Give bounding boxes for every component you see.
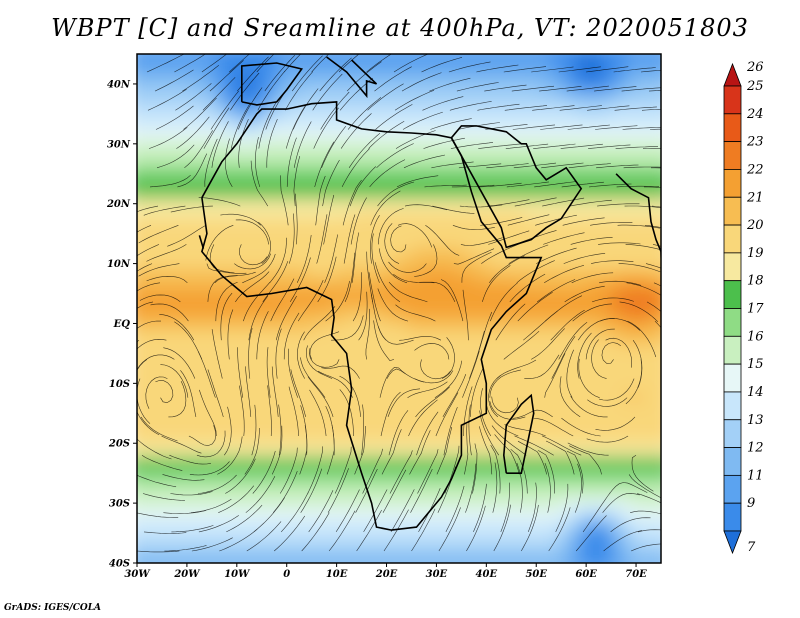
coastline-india bbox=[615, 173, 661, 264]
coastline-horn_gulf bbox=[198, 235, 205, 249]
lat-label: 10S bbox=[109, 379, 130, 390]
colorbar-label: 21 bbox=[746, 190, 764, 205]
lon-label: 60E bbox=[575, 569, 597, 580]
colorbar-swatch bbox=[723, 502, 742, 532]
colorbar-label: 17 bbox=[747, 302, 764, 317]
map-title: WBPT [C] and Sreamline at 400hPa, VT: 20… bbox=[51, 14, 749, 42]
colorbar-swatch bbox=[723, 196, 742, 226]
colorbar-label: 13 bbox=[747, 413, 764, 428]
colorbar-swatch bbox=[723, 419, 742, 448]
lat-label: 40N bbox=[107, 79, 131, 90]
wbpt-field bbox=[137, 54, 661, 563]
lon-label: 0 bbox=[283, 569, 290, 580]
lat-label: 40S bbox=[109, 559, 130, 570]
colorbar-label: 22 bbox=[746, 162, 764, 177]
lat-label: EQ bbox=[113, 319, 131, 330]
colorbar: 7 9 11 12 13 14 15 16 17 18 19 20 21 22 23 24 25 26 bbox=[723, 60, 764, 555]
lat-label: 10N bbox=[107, 259, 131, 270]
colorbar-label: 23 bbox=[746, 135, 764, 150]
colorbar-label: 15 bbox=[747, 357, 764, 372]
colorbar-swatch bbox=[723, 391, 742, 421]
coastline-iberia bbox=[241, 62, 304, 106]
colorbar-label: 11 bbox=[747, 468, 764, 483]
coastline-italy bbox=[326, 56, 378, 99]
colorbar-label: 12 bbox=[747, 441, 764, 456]
lon-label: 40E bbox=[476, 569, 498, 580]
colorbar-swatch bbox=[723, 252, 742, 282]
lon-label: 30E bbox=[426, 569, 448, 580]
coastline-africa bbox=[201, 101, 543, 531]
colorbar-label: 18 bbox=[747, 274, 764, 289]
colorbar-label: 9 bbox=[747, 496, 755, 511]
colorbar-swatch bbox=[723, 169, 742, 198]
colorbar-label: 7 bbox=[747, 540, 756, 555]
map-frame bbox=[136, 53, 662, 564]
colorbar-min-triangle bbox=[723, 530, 742, 555]
colorbar-swatch bbox=[723, 85, 742, 115]
lon-label: 20W bbox=[173, 569, 201, 580]
lon-label: 20E bbox=[375, 569, 398, 580]
colorbar-label: 19 bbox=[747, 246, 764, 261]
lon-label: 70E bbox=[625, 569, 647, 580]
colorbar-swatch bbox=[723, 335, 742, 365]
colorbar-swatch bbox=[723, 224, 742, 254]
colorbar-label: 26 bbox=[746, 60, 764, 75]
colorbar-swatch bbox=[723, 308, 742, 337]
colorbar-swatch bbox=[723, 280, 742, 309]
coastline-madagascar bbox=[502, 393, 535, 474]
colorbar-label: 14 bbox=[747, 385, 764, 400]
colorbar-label: 25 bbox=[746, 79, 764, 94]
lat-label: 20S bbox=[108, 439, 130, 450]
lat-label: 30N bbox=[107, 139, 131, 150]
grads-credit: GrADS: IGES/COLA bbox=[4, 603, 102, 613]
colorbar-swatch bbox=[723, 447, 742, 476]
lat-label: 20N bbox=[106, 199, 131, 210]
lat-label: 30S bbox=[109, 499, 130, 510]
colorbar-swatch bbox=[723, 363, 742, 393]
colorbar-max-triangle bbox=[723, 62, 742, 87]
lon-label: 30W bbox=[124, 569, 151, 580]
lon-label: 50E bbox=[525, 569, 547, 580]
colorbar-swatch bbox=[723, 113, 742, 143]
lon-label: 10E bbox=[326, 569, 348, 580]
colorbar-swatch bbox=[723, 474, 742, 504]
colorbar-swatch bbox=[723, 141, 742, 170]
colorbar-label: 16 bbox=[747, 329, 764, 344]
coastline-arabia bbox=[450, 125, 583, 249]
lon-label: 10W bbox=[224, 569, 251, 580]
colorbar-label: 24 bbox=[746, 107, 764, 122]
colorbar-label: 20 bbox=[746, 218, 764, 233]
